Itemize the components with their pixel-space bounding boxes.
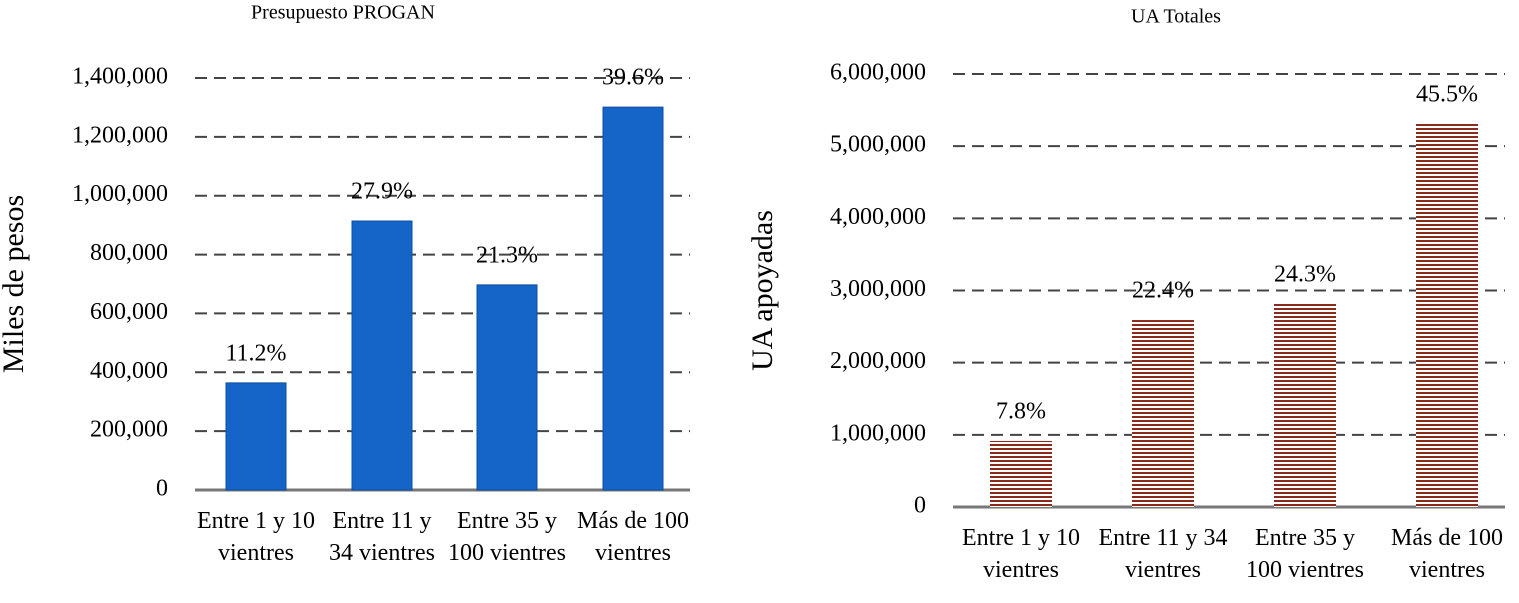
chart-title: Presupuesto PROGAN — [251, 2, 435, 24]
bar-annotation: 24.3% — [1274, 261, 1336, 287]
bar-annotation: 39.6% — [602, 65, 664, 91]
y-tick-label: 1,400,000 — [72, 64, 168, 90]
bar-annotation: 22.4% — [1132, 278, 1194, 304]
x-tick-label: Más de 100 vientres — [577, 508, 689, 566]
x-tick-label: Entre 1 y 10 vientres — [962, 525, 1080, 583]
chart-title: UA Totales — [1131, 6, 1221, 28]
y-tick-label: 2,000,000 — [830, 348, 926, 374]
x-tick-label: Más de 100 vientres — [1391, 525, 1503, 583]
x-tick-label: Entre 11 y 34 vientres — [329, 508, 435, 566]
bar — [351, 220, 413, 491]
bar-annotation: 27.9% — [351, 179, 413, 205]
y-tick-label: 3,000,000 — [830, 276, 926, 302]
x-tick-label: Entre 35 y 100 vientres — [448, 508, 566, 566]
bar-annotation: 21.3% — [476, 242, 538, 268]
bar — [602, 106, 664, 491]
bar — [476, 284, 538, 491]
y-tick-label: 5,000,000 — [830, 132, 926, 158]
y-tick-label: 1,000,000 — [72, 181, 168, 207]
bar — [1274, 303, 1336, 507]
y-axis-label: UA apoyadas — [746, 210, 779, 371]
bar — [1416, 124, 1478, 507]
y-tick-label: 0 — [914, 493, 926, 519]
y-axis-label: Miles de pesos — [0, 195, 30, 373]
bar — [1132, 320, 1194, 507]
y-tick-label: 400,000 — [90, 358, 168, 384]
y-tick-label: 4,000,000 — [830, 204, 926, 230]
bar-annotation: 45.5% — [1416, 82, 1478, 108]
y-tick-label: 800,000 — [90, 240, 168, 266]
x-tick-label: Entre 35 y 100 vientres — [1246, 525, 1364, 583]
y-tick-label: 1,200,000 — [72, 122, 168, 148]
y-tick-label: 6,000,000 — [830, 60, 926, 86]
bar — [225, 382, 287, 491]
y-tick-label: 200,000 — [90, 417, 168, 443]
bar — [990, 440, 1052, 507]
y-tick-label: 600,000 — [90, 299, 168, 325]
bar-annotation: 7.8% — [996, 398, 1046, 424]
y-tick-label: 0 — [156, 476, 168, 502]
bar-annotation: 11.2% — [225, 340, 286, 366]
x-tick-label: Entre 1 y 10 vientres — [197, 508, 315, 566]
y-tick-label: 1,000,000 — [830, 420, 926, 446]
x-tick-label: Entre 11 y 34 vientres — [1098, 525, 1227, 583]
